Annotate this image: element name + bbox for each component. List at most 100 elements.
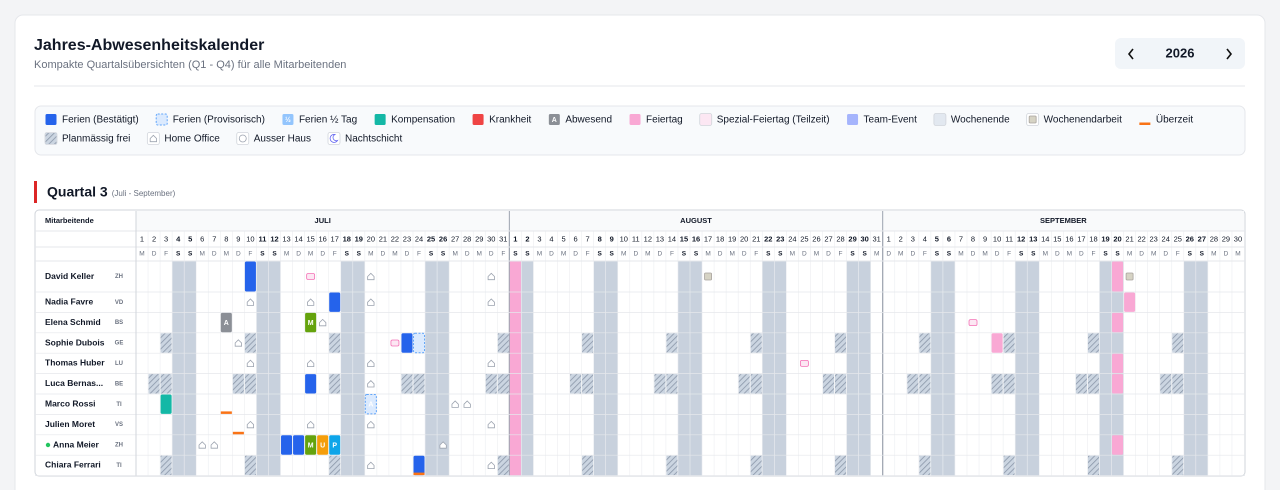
weekday-letter: M bbox=[790, 251, 795, 258]
absence-cell bbox=[305, 435, 317, 455]
home-office-icon bbox=[198, 441, 206, 449]
absence-cell bbox=[329, 435, 341, 455]
month-name: SEPTEMBER bbox=[1040, 216, 1087, 225]
prev-year-button[interactable] bbox=[1127, 48, 1134, 60]
day-number: 10 bbox=[993, 234, 1001, 243]
planned-off-cell bbox=[329, 333, 341, 353]
day-number: 26 bbox=[439, 234, 447, 243]
weekday-letter: D bbox=[1079, 251, 1084, 258]
planned-off-cell bbox=[497, 374, 509, 394]
home-office-icon bbox=[307, 359, 315, 367]
weekday-letter: D bbox=[296, 251, 301, 258]
planned-off-cell bbox=[160, 333, 172, 353]
month-name: AUGUST bbox=[680, 216, 712, 225]
planned-off-cell bbox=[666, 374, 678, 394]
day-number: 19 bbox=[728, 234, 736, 243]
weekday-letter: M bbox=[477, 251, 482, 258]
day-number: 8 bbox=[598, 234, 602, 243]
weekend-column bbox=[1015, 261, 1028, 476]
employee-canton: ZH bbox=[115, 443, 123, 449]
absence-cell bbox=[329, 292, 341, 312]
legend-icon: ½ bbox=[285, 116, 291, 124]
weekday-letter: F bbox=[501, 251, 505, 258]
weekend-column bbox=[858, 261, 871, 476]
planned-off-cell bbox=[1003, 333, 1015, 353]
absence-cell bbox=[1124, 292, 1136, 312]
weekday-letter: M bbox=[729, 251, 734, 258]
absence-cell bbox=[629, 114, 641, 125]
absence-cell bbox=[1112, 374, 1124, 394]
day-number: 24 bbox=[788, 234, 796, 243]
special-holiday-mark bbox=[800, 359, 809, 367]
absence-cell bbox=[317, 435, 329, 455]
day-number: 1 bbox=[513, 234, 517, 243]
planned-off-cell bbox=[413, 374, 425, 394]
employee-name: Elena Schmid bbox=[45, 317, 101, 327]
weekday-letter: D bbox=[320, 251, 325, 258]
home-office-icon bbox=[487, 420, 495, 429]
employee-canton: TI bbox=[116, 402, 122, 408]
weekend-column bbox=[172, 261, 185, 476]
employee-name: Chiara Ferrari bbox=[45, 460, 101, 470]
day-number: 24 bbox=[415, 234, 423, 243]
weekday-letter: S bbox=[357, 251, 362, 258]
weekday-letter: D bbox=[236, 251, 241, 258]
weekday-letter: S bbox=[1031, 251, 1036, 258]
day-number: 21 bbox=[752, 234, 760, 243]
employee-name: Anna Meier bbox=[53, 439, 100, 449]
planned-off-cell bbox=[666, 455, 678, 476]
quarter-marker bbox=[34, 181, 37, 203]
month-name: JULI bbox=[315, 216, 331, 225]
legend-label: Spezial-Feiertag (Teilzeit) bbox=[717, 115, 830, 126]
legend-label: Krankheit bbox=[489, 115, 531, 126]
weekday-letter: D bbox=[633, 251, 638, 258]
weekday-letter: D bbox=[971, 251, 976, 258]
day-number: 13 bbox=[656, 234, 664, 243]
weekday-letter: F bbox=[1007, 251, 1011, 258]
weekday-letter: M bbox=[1151, 251, 1156, 258]
weekend-column bbox=[690, 261, 703, 476]
day-number: 5 bbox=[561, 234, 565, 243]
employee-name: Luca Bernas... bbox=[45, 378, 103, 388]
absence-cell bbox=[281, 435, 293, 455]
weekday-letter: M bbox=[308, 251, 313, 258]
planned-off-cell bbox=[244, 455, 256, 476]
planned-off-cell bbox=[835, 455, 847, 476]
planned-off-cell bbox=[232, 374, 244, 394]
day-number: 22 bbox=[764, 234, 772, 243]
weekday-letter: F bbox=[754, 251, 758, 258]
planned-off-cell bbox=[750, 374, 762, 394]
day-number: 26 bbox=[1186, 234, 1194, 243]
employee-canton: VD bbox=[115, 300, 124, 306]
home-office-icon bbox=[246, 420, 255, 429]
absence-cell bbox=[155, 113, 168, 126]
weekend-column bbox=[256, 261, 269, 476]
day-number: 27 bbox=[824, 234, 832, 243]
weekday-letter: M bbox=[1127, 251, 1132, 258]
weekend-work-mark bbox=[704, 272, 712, 281]
day-number: 17 bbox=[704, 234, 712, 243]
day-number: 30 bbox=[1234, 234, 1242, 243]
weekday-letter: S bbox=[188, 251, 193, 258]
absence-cell bbox=[220, 312, 232, 333]
day-number: 22 bbox=[391, 234, 399, 243]
weekday-letter: M bbox=[1043, 251, 1048, 258]
day-number: 12 bbox=[644, 234, 652, 243]
day-number: 18 bbox=[716, 234, 724, 243]
weekend-column bbox=[1183, 261, 1196, 476]
night-shift-icon bbox=[329, 134, 339, 143]
day-number: 15 bbox=[1053, 234, 1061, 243]
weekend-column bbox=[425, 261, 438, 476]
next-year-button[interactable] bbox=[1226, 48, 1233, 60]
absence-cell bbox=[244, 261, 256, 292]
employee-canton: GE bbox=[115, 341, 124, 347]
day-number: 12 bbox=[1017, 234, 1025, 243]
planned-off-cell bbox=[329, 455, 341, 476]
weekday-letter: S bbox=[272, 251, 277, 258]
weekday-letter: S bbox=[1115, 251, 1120, 258]
employee-canton: VS bbox=[115, 422, 123, 428]
day-number: 2 bbox=[152, 234, 156, 243]
